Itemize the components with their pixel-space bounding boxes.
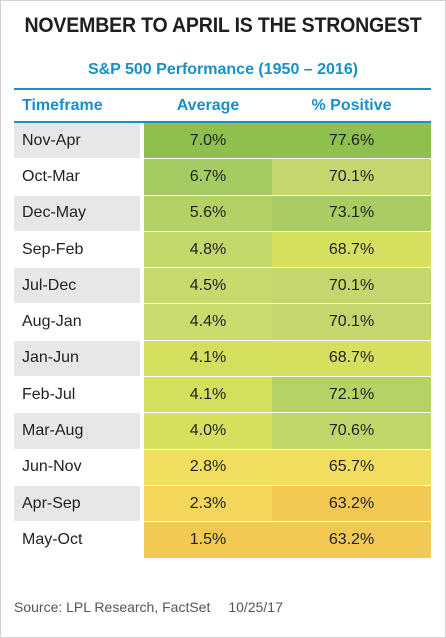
timeframe-cell: Feb-Jul xyxy=(14,377,140,413)
percent-positive-cell: 63.2% xyxy=(272,485,431,522)
average-cell: 4.4% xyxy=(144,304,272,340)
chart-subtitle: S&P 500 Performance (1950 – 2016) xyxy=(87,61,359,78)
average-cell: 7.0% xyxy=(144,123,272,159)
percent-positive-cell: 65.7% xyxy=(272,449,431,485)
table-row: Jan-Jun 4.1% 68.7% xyxy=(14,340,431,378)
header-average: Average xyxy=(176,97,240,114)
chart-title: NOVEMBER TO APRIL IS THE STRONGEST xyxy=(24,14,422,37)
table-row: May-Oct 1.5% 63.2% xyxy=(14,522,431,559)
average-cell: 4.0% xyxy=(144,413,272,449)
source-text: Source: LPL Research, FactSet xyxy=(14,599,211,615)
table-row: Jul-Dec 4.5% 70.1% xyxy=(14,268,431,305)
table-row: Feb-Jul 4.1% 72.1% xyxy=(14,377,431,414)
timeframe-cell: Aug-Jan xyxy=(14,304,140,340)
percent-positive-cell: 68.7% xyxy=(272,231,431,268)
percent-positive-cell: 72.1% xyxy=(272,377,431,413)
performance-table: Timeframe Average % Positive Nov-Apr 7.0%… xyxy=(14,88,431,559)
percent-positive-cell: 70.1% xyxy=(272,304,431,340)
source-note: Source: LPL Research, FactSet 10/25/17 xyxy=(14,599,283,615)
table-row: Aug-Jan 4.4% 70.1% xyxy=(14,304,431,341)
timeframe-cell: Oct-Mar xyxy=(14,159,140,195)
timeframe-cell: Jul-Dec xyxy=(14,268,140,304)
average-cell: 4.1% xyxy=(144,340,272,377)
table-row: Nov-Apr 7.0% 77.6% xyxy=(14,123,431,160)
table-row: Jun-Nov 2.8% 65.7% xyxy=(14,449,431,486)
table-row: Apr-Sep 2.3% 63.2% xyxy=(14,485,431,523)
percent-positive-cell: 70.1% xyxy=(272,159,431,195)
timeframe-cell: May-Oct xyxy=(14,522,140,558)
timeframe-cell: Jun-Nov xyxy=(14,449,140,485)
timeframe-cell: Mar-Aug xyxy=(14,413,140,449)
table-row: Sep-Feb 4.8% 68.7% xyxy=(14,231,431,269)
average-cell: 4.5% xyxy=(144,268,272,304)
header-timeframe: Timeframe xyxy=(22,97,103,114)
timeframe-cell: Dec-May xyxy=(14,195,140,231)
table-row: Mar-Aug 4.0% 70.6% xyxy=(14,413,431,450)
percent-positive-cell: 73.1% xyxy=(272,195,431,231)
percent-positive-cell: 63.2% xyxy=(272,522,431,558)
average-cell: 4.1% xyxy=(144,377,272,413)
percent-positive-cell: 70.6% xyxy=(272,413,431,449)
percent-positive-cell: 77.6% xyxy=(272,123,431,159)
source-date: 10/25/17 xyxy=(228,599,283,615)
table-row: Dec-May 5.6% 73.1% xyxy=(14,195,431,232)
table-header: Timeframe Average % Positive xyxy=(14,88,431,123)
percent-positive-cell: 70.1% xyxy=(272,268,431,304)
percent-positive-cell: 68.7% xyxy=(272,340,431,377)
timeframe-cell: Jan-Jun xyxy=(14,340,140,377)
average-cell: 2.8% xyxy=(144,449,272,485)
average-cell: 1.5% xyxy=(144,522,272,558)
header-percent-positive: % Positive xyxy=(311,97,392,114)
timeframe-cell: Sep-Feb xyxy=(14,231,140,268)
average-cell: 4.8% xyxy=(144,231,272,268)
table-row: Oct-Mar 6.7% 70.1% xyxy=(14,159,431,196)
average-cell: 2.3% xyxy=(144,485,272,522)
average-cell: 6.7% xyxy=(144,159,272,195)
table-body: Nov-Apr 7.0% 77.6% Oct-Mar 6.7% 70.1% Dec-May 5… xyxy=(14,123,431,559)
average-cell: 5.6% xyxy=(144,195,272,231)
timeframe-cell: Nov-Apr xyxy=(14,123,140,159)
timeframe-cell: Apr-Sep xyxy=(14,485,140,522)
